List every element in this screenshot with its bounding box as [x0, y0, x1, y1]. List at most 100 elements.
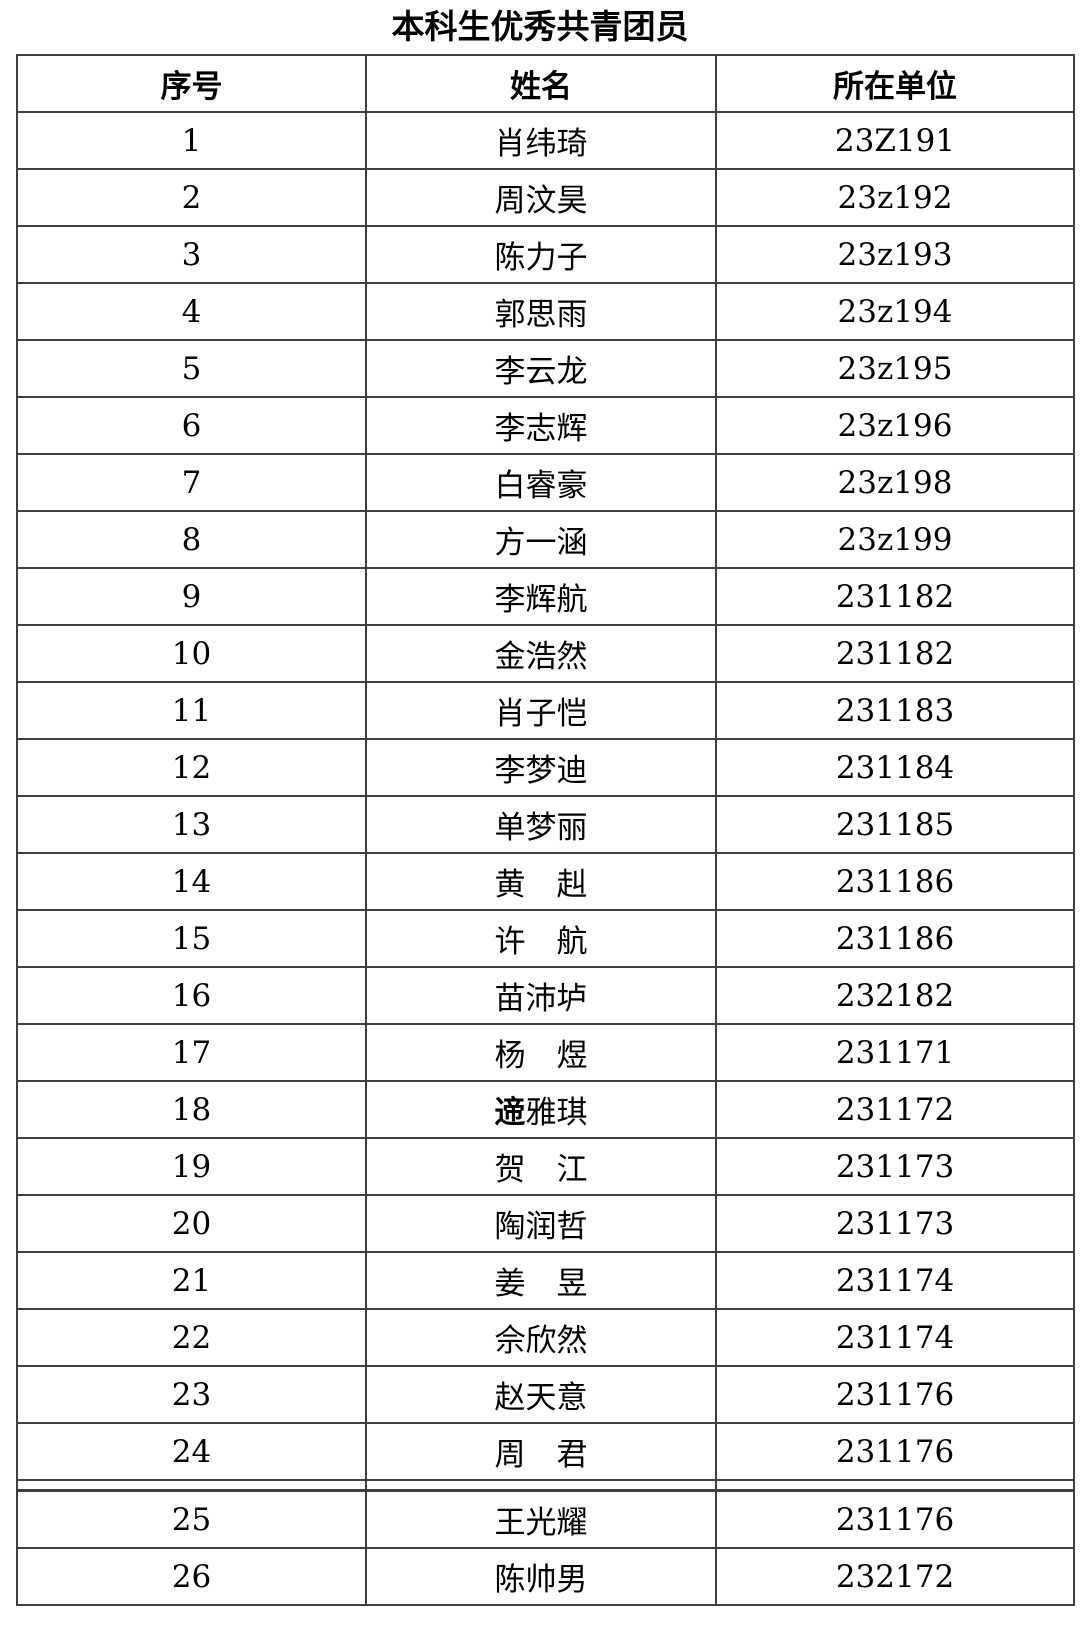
- unit-cell: 23z192: [715, 168, 1075, 227]
- unit-cell: 231186: [715, 909, 1075, 968]
- table-header: 序号 姓名 所在单位: [16, 54, 1075, 113]
- unit-cell: 231174: [715, 1251, 1075, 1310]
- name-cell: 陶润哲: [365, 1194, 717, 1253]
- row-number-cell: 2: [16, 168, 367, 227]
- row-number-cell: 22: [16, 1308, 367, 1367]
- page-break-gap-row: [16, 1479, 1075, 1492]
- name-cell: 方一涵: [365, 510, 717, 569]
- row-number-cell: 1: [16, 111, 367, 170]
- header-unit: 所在单位: [715, 54, 1075, 113]
- unit-cell: 231174: [715, 1308, 1075, 1367]
- document-title: 本科生优秀共青团员: [391, 7, 689, 46]
- unit-cell: 23z194: [715, 282, 1075, 341]
- row-number-cell: 24: [16, 1422, 367, 1481]
- table-row: 19 贺 江 231173: [16, 1137, 1075, 1196]
- table-row: 9 李辉航 231182: [16, 567, 1075, 626]
- unit-cell: 23z193: [715, 225, 1075, 284]
- unit-cell: 23z195: [715, 339, 1075, 398]
- row-number-cell: 21: [16, 1251, 367, 1310]
- unit-cell: 231176: [715, 1422, 1075, 1481]
- row-number-cell: 16: [16, 966, 367, 1025]
- unit-cell: 231176: [715, 1489, 1075, 1549]
- table-row: 15 许 航 231186: [16, 909, 1075, 968]
- header-name: 姓名: [365, 54, 717, 113]
- name-cell: 周 君: [365, 1422, 717, 1481]
- table-row: 14 黄 赳 231186: [16, 852, 1075, 911]
- name-cell: 肖纬琦: [365, 111, 717, 170]
- name-cell: 黄 赳: [365, 852, 717, 911]
- name-cell: 姜 昱: [365, 1251, 717, 1310]
- name-cell: 遆雅琪: [365, 1080, 717, 1139]
- name-cell: 陈帅男: [365, 1547, 717, 1606]
- table-row: 23 赵天意 231176: [16, 1365, 1075, 1424]
- name-cell: 李云龙: [365, 339, 717, 398]
- table-row: 16 苗沛垆 232182: [16, 966, 1075, 1025]
- unit-cell: 231171: [715, 1023, 1075, 1082]
- unit-cell: 231176: [715, 1365, 1075, 1424]
- name-cell: 周汶昊: [365, 168, 717, 227]
- name-cell: 李志辉: [365, 396, 717, 455]
- table-row: 13 单梦丽 231185: [16, 795, 1075, 854]
- row-number-cell: 19: [16, 1137, 367, 1196]
- row-number-cell: 13: [16, 795, 367, 854]
- unit-cell: 231173: [715, 1194, 1075, 1253]
- name-cell: 苗沛垆: [365, 966, 717, 1025]
- unit-cell: 231185: [715, 795, 1075, 854]
- table-row: 20 陶润哲 231173: [16, 1194, 1075, 1253]
- table-row: 11 肖子恺 231183: [16, 681, 1075, 740]
- row-number-cell: 9: [16, 567, 367, 626]
- row-number-cell: 10: [16, 624, 367, 683]
- unit-cell: 231182: [715, 567, 1075, 626]
- table-row: 26 陈帅男 232172: [16, 1547, 1075, 1606]
- substituted-font-char: 遆: [494, 1095, 526, 1131]
- unit-cell: 23z199: [715, 510, 1075, 569]
- row-number-cell: 3: [16, 225, 367, 284]
- page-break-gap-cell: [365, 1479, 717, 1492]
- table-body: 1 肖纬琦 23Z191 2 周汶昊 23z192 3 陈力子 23z193 4 郭思雨 23z194…: [16, 111, 1075, 1606]
- table-row: 3 陈力子 23z193: [16, 225, 1075, 284]
- table-row: 22 佘欣然 231174: [16, 1308, 1075, 1367]
- unit-cell: 232172: [715, 1547, 1075, 1606]
- header-row: 序号 姓名 所在单位: [16, 54, 1075, 113]
- name-cell: 贺 江: [365, 1137, 717, 1196]
- table-row: 7 白睿豪 23z198: [16, 453, 1075, 512]
- unit-cell: 231186: [715, 852, 1075, 911]
- row-number-cell: 4: [16, 282, 367, 341]
- name-cell: 李辉航: [365, 567, 717, 626]
- members-table: 序号 姓名 所在单位 1 肖纬琦 23Z191 2 周汶昊 23z192 3 陈力子 23z19…: [16, 54, 1075, 1606]
- unit-cell: 232182: [715, 966, 1075, 1025]
- table-row: 17 杨 煜 231171: [16, 1023, 1075, 1082]
- row-number-cell: 14: [16, 852, 367, 911]
- table-row: 10 金浩然 231182: [16, 624, 1075, 683]
- name-cell: 单梦丽: [365, 795, 717, 854]
- unit-cell: 231183: [715, 681, 1075, 740]
- name-cell: 杨 煜: [365, 1023, 717, 1082]
- table-row: 6 李志辉 23z196: [16, 396, 1075, 455]
- row-number-cell: 7: [16, 453, 367, 512]
- row-number-cell: 15: [16, 909, 367, 968]
- table-row: 25 王光耀 231176: [16, 1489, 1075, 1549]
- table-row: 21 姜 昱 231174: [16, 1251, 1075, 1310]
- table-row: 18 遆雅琪 231172: [16, 1080, 1075, 1139]
- unit-cell: 231184: [715, 738, 1075, 797]
- table-row: 1 肖纬琦 23Z191: [16, 111, 1075, 170]
- name-cell: 赵天意: [365, 1365, 717, 1424]
- name-cell: 李梦迪: [365, 738, 717, 797]
- unit-cell: 23Z191: [715, 111, 1075, 170]
- row-number-cell: 23: [16, 1365, 367, 1424]
- name-cell: 陈力子: [365, 225, 717, 284]
- unit-cell: 231172: [715, 1080, 1075, 1139]
- table-row: 4 郭思雨 23z194: [16, 282, 1075, 341]
- header-seq-no: 序号: [16, 54, 367, 113]
- row-number-cell: 12: [16, 738, 367, 797]
- row-number-cell: 11: [16, 681, 367, 740]
- table-row: 8 方一涵 23z199: [16, 510, 1075, 569]
- name-cell: 王光耀: [365, 1489, 717, 1549]
- table-row: 24 周 君 231176: [16, 1422, 1075, 1481]
- name-cell: 许 航: [365, 909, 717, 968]
- unit-cell: 23z198: [715, 453, 1075, 512]
- table-row: 12 李梦迪 231184: [16, 738, 1075, 797]
- name-cell: 肖子恺: [365, 681, 717, 740]
- row-number-cell: 5: [16, 339, 367, 398]
- page-break-gap-cell: [16, 1479, 367, 1492]
